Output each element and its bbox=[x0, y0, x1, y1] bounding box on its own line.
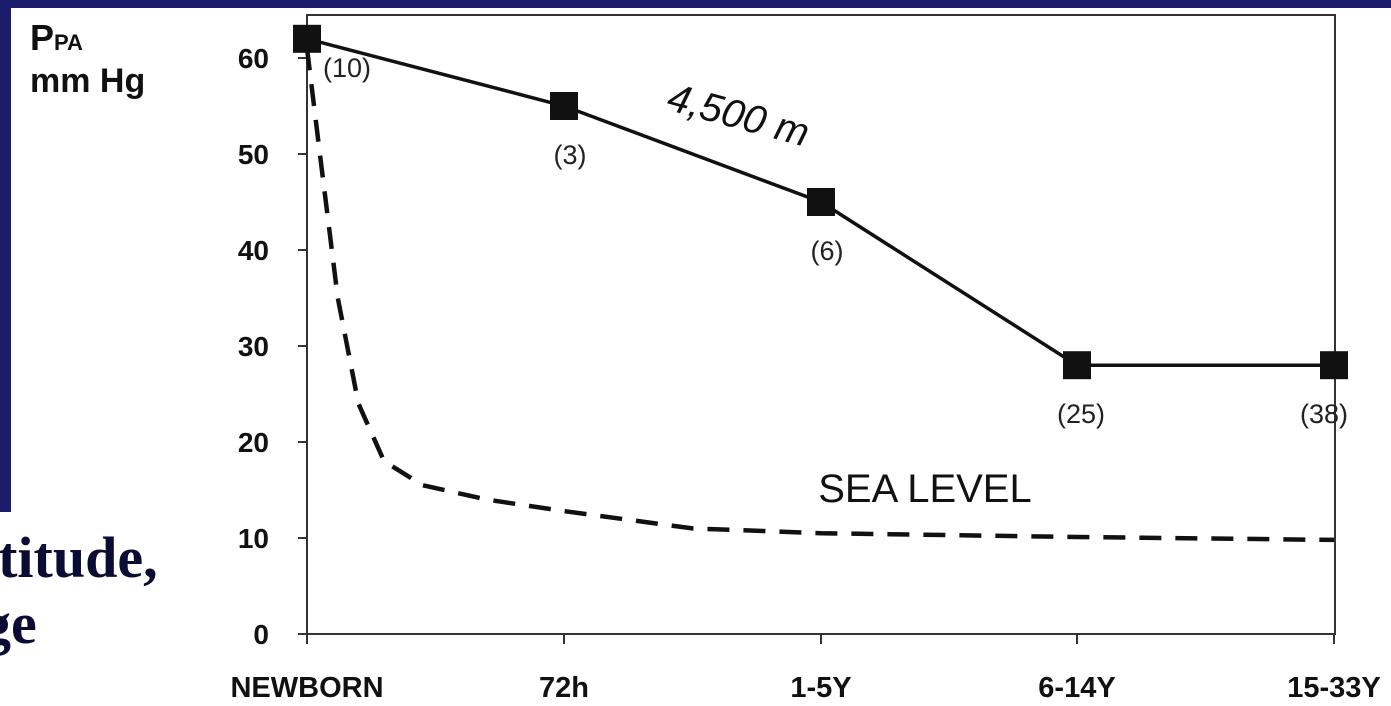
data-point-4500m bbox=[293, 24, 321, 53]
y-axis-label: PPA mm Hg bbox=[30, 20, 145, 101]
y-tick-label: 30 bbox=[238, 331, 269, 362]
sample-count-label: (25) bbox=[1057, 399, 1105, 429]
x-tick-label: 72h bbox=[539, 672, 589, 704]
slide-background-left bbox=[0, 0, 11, 512]
slide-title-fragment: ltitude, ge bbox=[0, 525, 158, 657]
sample-count-label: (38) bbox=[1300, 399, 1348, 429]
y-tick-label: 40 bbox=[238, 235, 269, 266]
y-axis-unit: mm Hg bbox=[30, 62, 146, 100]
x-tick-label: NEWBORN bbox=[230, 672, 383, 704]
series-label-sea-level: SEA LEVEL bbox=[818, 467, 1031, 511]
y-tick-label: 20 bbox=[238, 427, 269, 458]
y-tick-label: 60 bbox=[238, 43, 269, 74]
y-tick-label: 50 bbox=[238, 139, 269, 170]
data-point-4500m bbox=[550, 92, 578, 120]
y-tick-label: 0 bbox=[253, 619, 269, 650]
x-tick-label: 6-14Y bbox=[1038, 672, 1115, 704]
sample-count-label: (10) bbox=[323, 53, 371, 83]
y-axis-label-main: P bbox=[30, 17, 55, 58]
slide-background-top bbox=[0, 0, 1391, 8]
series-line-sea-level bbox=[304, 48, 1335, 543]
slide-text-line-2: ge bbox=[0, 591, 37, 656]
data-point-4500m bbox=[1320, 351, 1348, 380]
data-point-4500m bbox=[807, 188, 835, 216]
sample-count-label: (6) bbox=[811, 236, 844, 266]
data-point-4500m bbox=[1063, 351, 1091, 380]
plot-frame bbox=[306, 14, 1336, 635]
sample-count-label: (3) bbox=[554, 140, 587, 170]
x-tick-label: 15-33Y bbox=[1287, 672, 1381, 704]
slide-text-line-1: ltitude, bbox=[0, 525, 158, 590]
y-tick-label: 10 bbox=[238, 523, 269, 554]
y-axis-label-sub: PA bbox=[54, 30, 83, 55]
series-label-4500m: 4,500 m bbox=[663, 75, 814, 155]
x-tick-label: 1-5Y bbox=[790, 672, 851, 704]
